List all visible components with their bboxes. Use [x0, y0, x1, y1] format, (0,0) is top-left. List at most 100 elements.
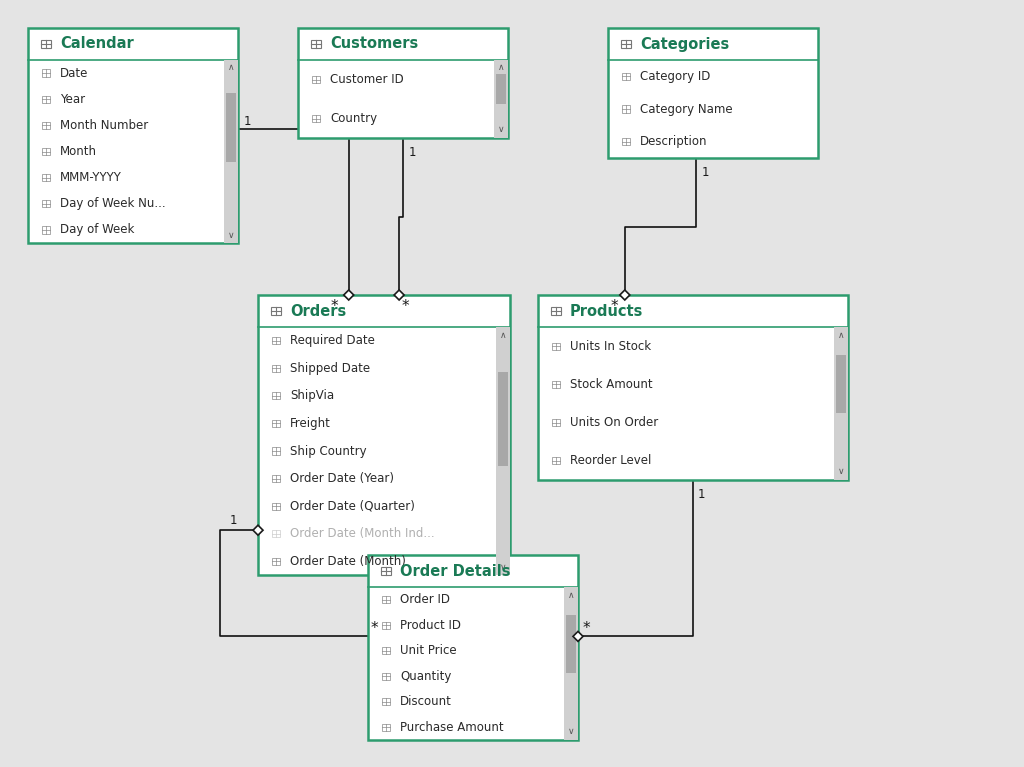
Bar: [623, 105, 630, 113]
Text: Day of Week: Day of Week: [60, 223, 134, 236]
Polygon shape: [394, 290, 404, 300]
Text: Units In Stock: Units In Stock: [570, 340, 651, 353]
Text: 1: 1: [409, 146, 417, 160]
Text: 1: 1: [701, 166, 709, 179]
Text: Categories: Categories: [640, 37, 729, 51]
Bar: [834, 327, 848, 480]
Bar: [622, 40, 631, 48]
Text: Purchase Amount: Purchase Amount: [400, 721, 504, 734]
Bar: [552, 307, 560, 315]
Bar: [272, 558, 280, 565]
Bar: [312, 76, 319, 83]
Text: Discount: Discount: [400, 695, 452, 708]
Bar: [623, 138, 630, 145]
Text: *: *: [583, 621, 590, 636]
Bar: [28, 28, 238, 243]
Bar: [311, 40, 321, 48]
Bar: [382, 621, 390, 629]
Bar: [42, 226, 50, 233]
Bar: [564, 587, 578, 740]
Bar: [272, 337, 280, 344]
Text: ∧: ∧: [227, 64, 234, 73]
Bar: [226, 93, 236, 163]
Bar: [272, 365, 280, 372]
Bar: [566, 614, 575, 673]
Text: Unit Price: Unit Price: [400, 644, 457, 657]
Bar: [42, 148, 50, 155]
Bar: [498, 372, 508, 466]
Text: ShipVia: ShipVia: [290, 390, 334, 403]
Text: 1: 1: [698, 488, 706, 501]
Text: Day of Week Nu...: Day of Week Nu...: [60, 197, 166, 210]
Polygon shape: [253, 525, 263, 535]
Text: *: *: [401, 299, 409, 314]
Text: Stock Amount: Stock Amount: [570, 378, 652, 391]
Bar: [42, 122, 50, 129]
Text: Category Name: Category Name: [640, 103, 732, 116]
Bar: [496, 327, 510, 575]
Text: Order ID: Order ID: [400, 593, 450, 606]
Polygon shape: [620, 290, 630, 300]
Text: Products: Products: [570, 304, 643, 318]
Bar: [623, 73, 630, 80]
Bar: [538, 295, 848, 480]
Text: Reorder Level: Reorder Level: [570, 454, 651, 467]
Bar: [271, 307, 281, 315]
Text: ∧: ∧: [838, 331, 845, 340]
Text: Shipped Date: Shipped Date: [290, 362, 370, 375]
Text: Customers: Customers: [330, 37, 418, 51]
Bar: [382, 673, 390, 680]
Text: MMM-YYYY: MMM-YYYY: [60, 171, 122, 184]
Bar: [312, 115, 319, 122]
Bar: [42, 70, 50, 77]
Bar: [272, 475, 280, 482]
Bar: [836, 354, 846, 413]
Text: Customer ID: Customer ID: [330, 73, 403, 86]
Text: Order Date (Month): Order Date (Month): [290, 555, 406, 568]
Polygon shape: [573, 631, 583, 641]
Bar: [608, 28, 818, 158]
Bar: [42, 200, 50, 207]
Text: Order Date (Year): Order Date (Year): [290, 472, 394, 485]
Bar: [382, 596, 390, 604]
Text: ∧: ∧: [500, 331, 506, 340]
Bar: [552, 343, 560, 350]
Bar: [272, 447, 280, 455]
Text: *: *: [371, 621, 378, 636]
Bar: [272, 392, 280, 400]
Bar: [382, 698, 390, 706]
Text: Freight: Freight: [290, 417, 331, 430]
Text: ∨: ∨: [567, 728, 574, 736]
Bar: [494, 60, 508, 138]
Bar: [224, 60, 238, 243]
Bar: [272, 502, 280, 510]
Text: ∨: ∨: [500, 562, 506, 571]
Bar: [552, 380, 560, 388]
Text: Product ID: Product ID: [400, 619, 461, 632]
Text: Category ID: Category ID: [640, 70, 711, 83]
Text: Month Number: Month Number: [60, 119, 148, 132]
Bar: [382, 567, 390, 575]
Bar: [552, 419, 560, 426]
Text: Ship Country: Ship Country: [290, 445, 367, 457]
Text: Order Date (Month Ind...: Order Date (Month Ind...: [290, 527, 434, 540]
Bar: [552, 457, 560, 465]
Text: Description: Description: [640, 135, 708, 148]
Text: ∧: ∧: [567, 591, 574, 600]
Text: ∧: ∧: [498, 64, 504, 73]
Text: ∨: ∨: [838, 468, 845, 476]
Text: Quantity: Quantity: [400, 670, 452, 683]
Text: Country: Country: [330, 112, 377, 125]
Bar: [41, 40, 50, 48]
Text: Required Date: Required Date: [290, 334, 375, 347]
Text: Order Date (Quarter): Order Date (Quarter): [290, 499, 415, 512]
Text: Calendar: Calendar: [60, 37, 134, 51]
Bar: [382, 647, 390, 654]
Bar: [42, 96, 50, 103]
Text: ∨: ∨: [498, 126, 504, 134]
Text: 1: 1: [230, 514, 238, 527]
Text: Units On Order: Units On Order: [570, 416, 658, 429]
Text: *: *: [611, 299, 618, 314]
Bar: [496, 74, 506, 104]
Text: ∨: ∨: [227, 231, 234, 239]
